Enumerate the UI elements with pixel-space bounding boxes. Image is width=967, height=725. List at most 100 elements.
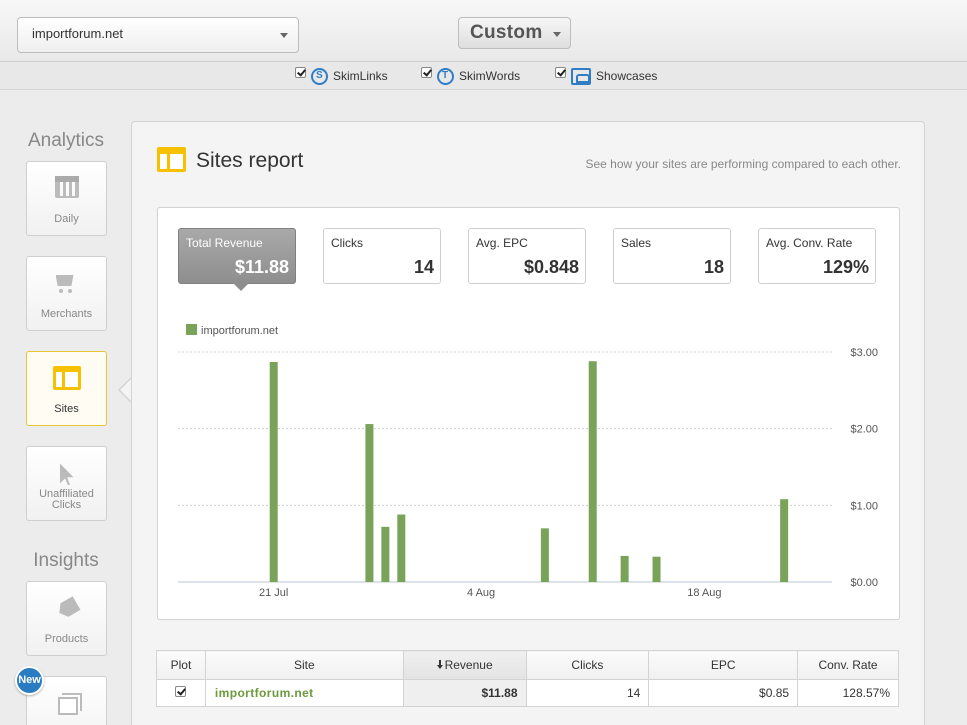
epc-cell: $0.85 [648,679,799,707]
filter-label: SkimWords [459,69,521,83]
nav-label: Products [44,633,89,645]
column-header-revenue[interactable]: Revenue [402,650,527,680]
nav-unaffiliated-clicks[interactable]: Unaffiliated Clicks [26,446,107,521]
revenue-bar[interactable] [652,556,661,582]
nav-label: Sites [54,403,79,415]
revenue-bar[interactable] [365,424,374,582]
y-tick-label: $1.00 [850,500,878,512]
page-description: See how your sites are performing compar… [585,157,901,171]
chart-bars [269,361,789,582]
metric-label: Avg. EPC [476,236,528,250]
showcases-checkbox[interactable] [555,66,566,78]
revenue-bar[interactable] [620,555,629,582]
revenue-bar[interactable] [780,499,789,582]
sort-down-icon [436,660,443,669]
filter-label: SkimLinks [333,69,388,83]
table-header-row: Plot Site Revenue Clicks EPC Conv. Rate [156,650,899,680]
metric-avg-epc[interactable]: Avg. EPC $0.848 [468,228,586,284]
y-tick-label: $0.00 [850,577,878,589]
chevron-down-icon [280,33,288,38]
skimlinks-checkbox[interactable] [295,66,306,78]
metric-total-revenue[interactable]: Total Revenue $11.88 [178,228,296,291]
metric-value: $0.848 [523,257,579,277]
column-header-site[interactable]: Site [204,650,404,680]
x-tick-label: 18 Aug [687,587,721,599]
site-link[interactable]: importforum.net [204,679,404,707]
skimwords-icon: T [437,67,454,85]
clicks-cell: 14 [525,679,650,707]
revenue-bar[interactable] [381,526,390,582]
filter-label: Showcases [596,69,658,83]
showcases-icon [571,67,591,85]
panel-pointer-inner [120,379,131,401]
x-tick-label: 21 Jul [259,587,288,599]
revenue-bar[interactable] [269,361,278,582]
y-axis-labels: $0.00 $1.00 $2.00 $3.00 [850,347,878,589]
site-select-value: importforum.net [32,26,124,41]
y-tick-label: $3.00 [850,347,878,359]
new-badge: New [15,666,44,695]
metric-value: 14 [413,257,434,277]
skimwords-checkbox[interactable] [421,66,432,78]
chart-legend[interactable]: importforum.net [186,324,278,337]
metric-clicks[interactable]: Clicks 14 [323,228,441,284]
x-axis-labels: 21 Jul 4 Aug 18 Aug [259,587,721,599]
nav-products[interactable]: Products [26,581,107,656]
insights-heading: Insights [33,550,99,571]
metric-label: Total Revenue [186,236,263,250]
table-row: importforum.net $11.88 14 $0.85 128.57% [156,679,899,707]
revenue-bar[interactable] [397,514,406,582]
y-tick-label: $2.00 [850,424,878,436]
nav-label: Daily [54,213,79,225]
metric-value: 129% [822,257,869,277]
metric-value: $11.88 [234,257,289,277]
nav-label: Unaffiliated Clicks [39,488,94,511]
nav-showcase-insights[interactable] [26,676,107,725]
nav-sites[interactable]: Sites [26,351,107,426]
filter-skimwords[interactable]: T SkimWords [421,66,520,86]
metric-label: Clicks [331,236,363,250]
filter-showcases[interactable]: Showcases [555,66,657,86]
layers-icon [54,691,80,717]
nav-merchants[interactable]: Merchants [26,256,107,331]
product-filter-bar: S SkimLinks T SkimWords Showcases [0,62,967,90]
revenue-bar-chart: importforum.net $0.00 $1.00 $2.00 $3.00 21 … [178,324,878,599]
revenue-bar[interactable] [588,361,597,582]
column-header-conv-rate[interactable]: Conv. Rate [797,650,899,680]
sites-table: Plot Site Revenue Clicks EPC Conv. Rate … [156,650,899,707]
sites-report-icon [157,147,186,172]
chart-grid [178,351,832,583]
tag-icon [54,596,80,622]
legend-label: importforum.net [201,325,278,337]
site-select[interactable]: importforum.net [17,17,299,53]
top-bar: importforum.net Custom [0,0,967,62]
revenue-header-label: Revenue [444,658,493,672]
legend-swatch [186,324,197,335]
column-header-clicks[interactable]: Clicks [525,650,650,680]
sites-icon [52,366,81,390]
cart-icon [54,271,80,297]
plot-checkbox[interactable] [175,686,187,697]
nav-label: Merchants [40,308,93,320]
revenue-bar[interactable] [540,528,549,582]
conv-rate-cell: 128.57% [797,679,899,707]
metric-label: Sales [621,236,652,250]
filter-skimlinks[interactable]: S SkimLinks [295,66,388,86]
revenue-cell: $11.88 [402,679,527,707]
page-title: Sites report [196,149,304,172]
date-range-select[interactable]: Custom [458,17,571,49]
plot-cell [156,679,206,707]
date-range-value: Custom [470,22,543,43]
column-header-plot: Plot [156,650,206,680]
calendar-icon [54,176,79,198]
nav-daily[interactable]: Daily [26,161,107,236]
column-header-epc[interactable]: EPC [648,650,799,680]
chevron-down-icon [553,32,561,37]
analytics-heading: Analytics [27,130,105,151]
x-tick-label: 4 Aug [467,587,495,599]
metric-avg-conv-rate[interactable]: Avg. Conv. Rate 129% [758,228,876,284]
skimlinks-icon: S [311,67,328,85]
metric-sales[interactable]: Sales 18 [613,228,731,284]
cursor-icon [54,463,80,489]
metric-label: Avg. Conv. Rate [766,236,853,250]
